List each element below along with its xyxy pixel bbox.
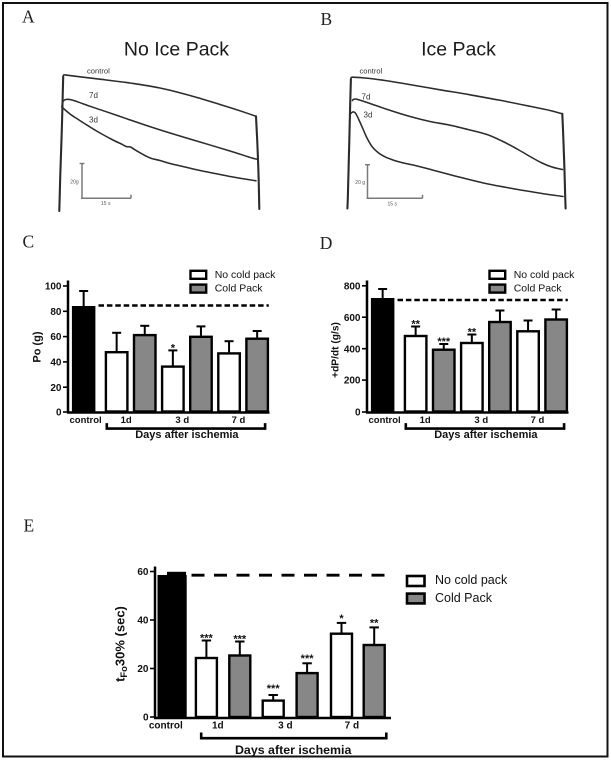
svg-text:**: ** [370, 618, 379, 630]
svg-text:*: * [171, 342, 176, 354]
svg-text:20: 20 [50, 383, 62, 394]
svg-text:3d: 3d [364, 110, 373, 119]
svg-text:0: 0 [355, 408, 361, 419]
svg-text:40: 40 [50, 358, 62, 369]
svg-text:No cold pack: No cold pack [215, 269, 276, 281]
svg-text:control: control [368, 415, 400, 426]
svg-text:3 d: 3 d [278, 721, 292, 732]
svg-text:40: 40 [137, 616, 149, 627]
svg-text:No cold pack: No cold pack [435, 573, 508, 587]
svg-text:60: 60 [50, 332, 62, 343]
svg-text:20: 20 [137, 664, 149, 675]
svg-text:***: *** [200, 633, 214, 645]
svg-text:7d: 7d [362, 92, 371, 101]
svg-text:***: *** [267, 683, 281, 695]
svg-text:15 s: 15 s [101, 201, 111, 207]
svg-text:***: *** [437, 336, 451, 348]
svg-text:3 d: 3 d [474, 415, 488, 426]
svg-text:+dP/dt (g/s): +dP/dt (g/s) [331, 322, 342, 378]
svg-text:7d: 7d [89, 91, 98, 100]
svg-text:Days after ischemia: Days after ischemia [135, 429, 239, 441]
svg-text:Cold Pack: Cold Pack [215, 283, 264, 295]
svg-text:7 d: 7 d [345, 721, 359, 732]
svg-text:control: control [69, 415, 101, 426]
svg-text:Cold Pack: Cold Pack [514, 283, 563, 295]
svg-text:C: C [23, 232, 35, 252]
svg-text:*: * [339, 613, 344, 625]
svg-text:Days after ischemia: Days after ischemia [434, 429, 538, 441]
svg-text:15 s: 15 s [388, 202, 398, 208]
svg-text:400: 400 [344, 344, 361, 355]
svg-text:No cold pack: No cold pack [514, 269, 575, 281]
svg-text:3 d: 3 d [175, 415, 189, 426]
svg-text:800: 800 [344, 281, 361, 292]
svg-text:600: 600 [344, 313, 361, 324]
svg-text:20g: 20g [70, 180, 79, 186]
svg-text:Days after ischemia: Days after ischemia [235, 743, 352, 757]
svg-text:E: E [24, 516, 35, 536]
svg-text:Po (g): Po (g) [32, 331, 44, 362]
svg-text:Ice Pack: Ice Pack [421, 39, 496, 61]
svg-text:7 d: 7 d [232, 415, 246, 426]
svg-text:7 d: 7 d [531, 415, 545, 426]
svg-text:control: control [87, 67, 110, 76]
svg-text:**: ** [411, 319, 420, 331]
svg-text:tFo30% (sec): tFo30% (sec) [113, 606, 129, 682]
svg-text:control: control [360, 67, 383, 76]
svg-text:D: D [320, 233, 333, 253]
svg-text:B: B [321, 9, 333, 29]
svg-text:A: A [22, 7, 35, 27]
svg-text:100: 100 [45, 282, 62, 293]
svg-text:200: 200 [344, 376, 361, 387]
svg-text:60: 60 [137, 567, 149, 578]
svg-text:0: 0 [143, 713, 149, 724]
svg-text:20 g: 20 g [355, 180, 365, 186]
svg-text:No Ice Pack: No Ice Pack [124, 39, 229, 61]
svg-text:1d: 1d [420, 415, 431, 426]
svg-text:1d: 1d [212, 721, 224, 732]
svg-text:Cold Pack: Cold Pack [435, 591, 493, 605]
svg-text:0: 0 [56, 408, 62, 419]
svg-text:***: *** [301, 653, 315, 665]
svg-text:control: control [149, 721, 183, 732]
svg-text:**: ** [468, 327, 477, 339]
svg-text:1d: 1d [121, 415, 132, 426]
svg-text:3d: 3d [89, 116, 98, 125]
svg-text:***: *** [233, 634, 247, 646]
svg-text:80: 80 [50, 307, 62, 318]
